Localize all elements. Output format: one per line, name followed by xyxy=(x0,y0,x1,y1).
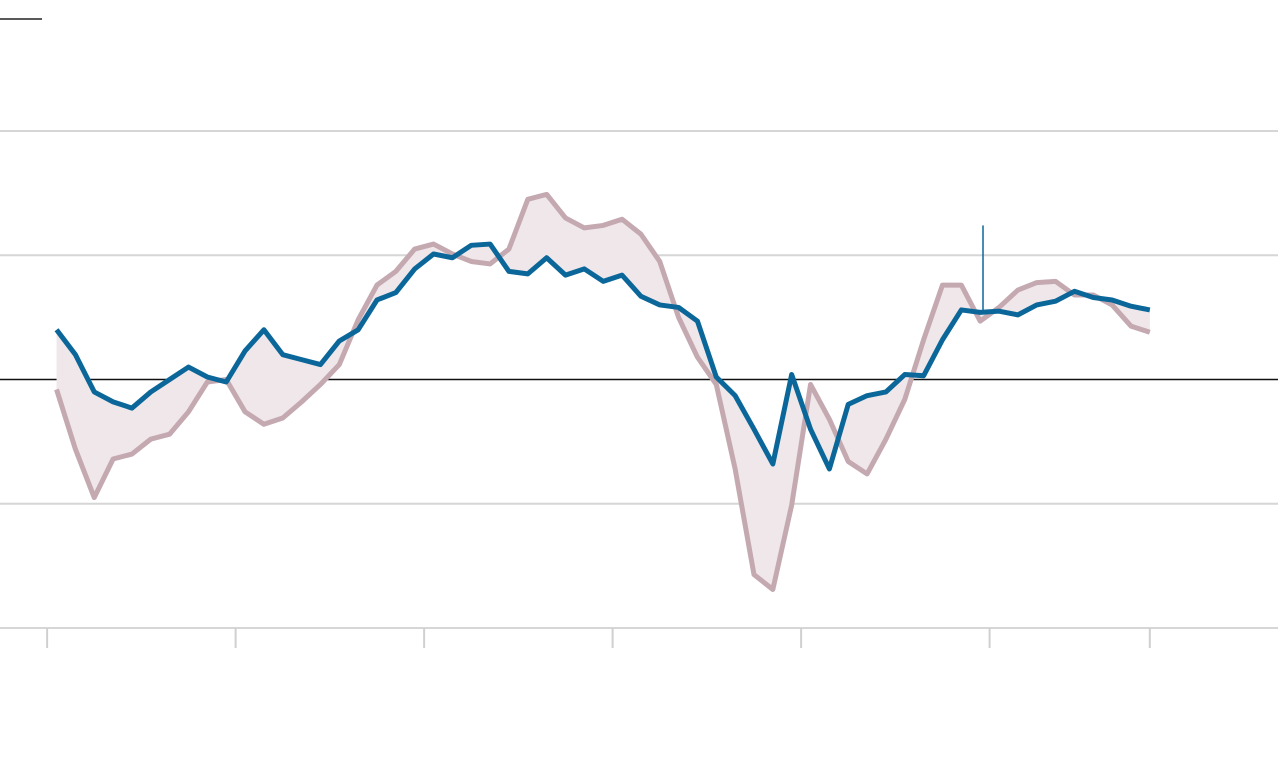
series-line xyxy=(54,241,1151,472)
series-line xyxy=(54,191,1151,592)
gap-area xyxy=(56,194,1150,590)
